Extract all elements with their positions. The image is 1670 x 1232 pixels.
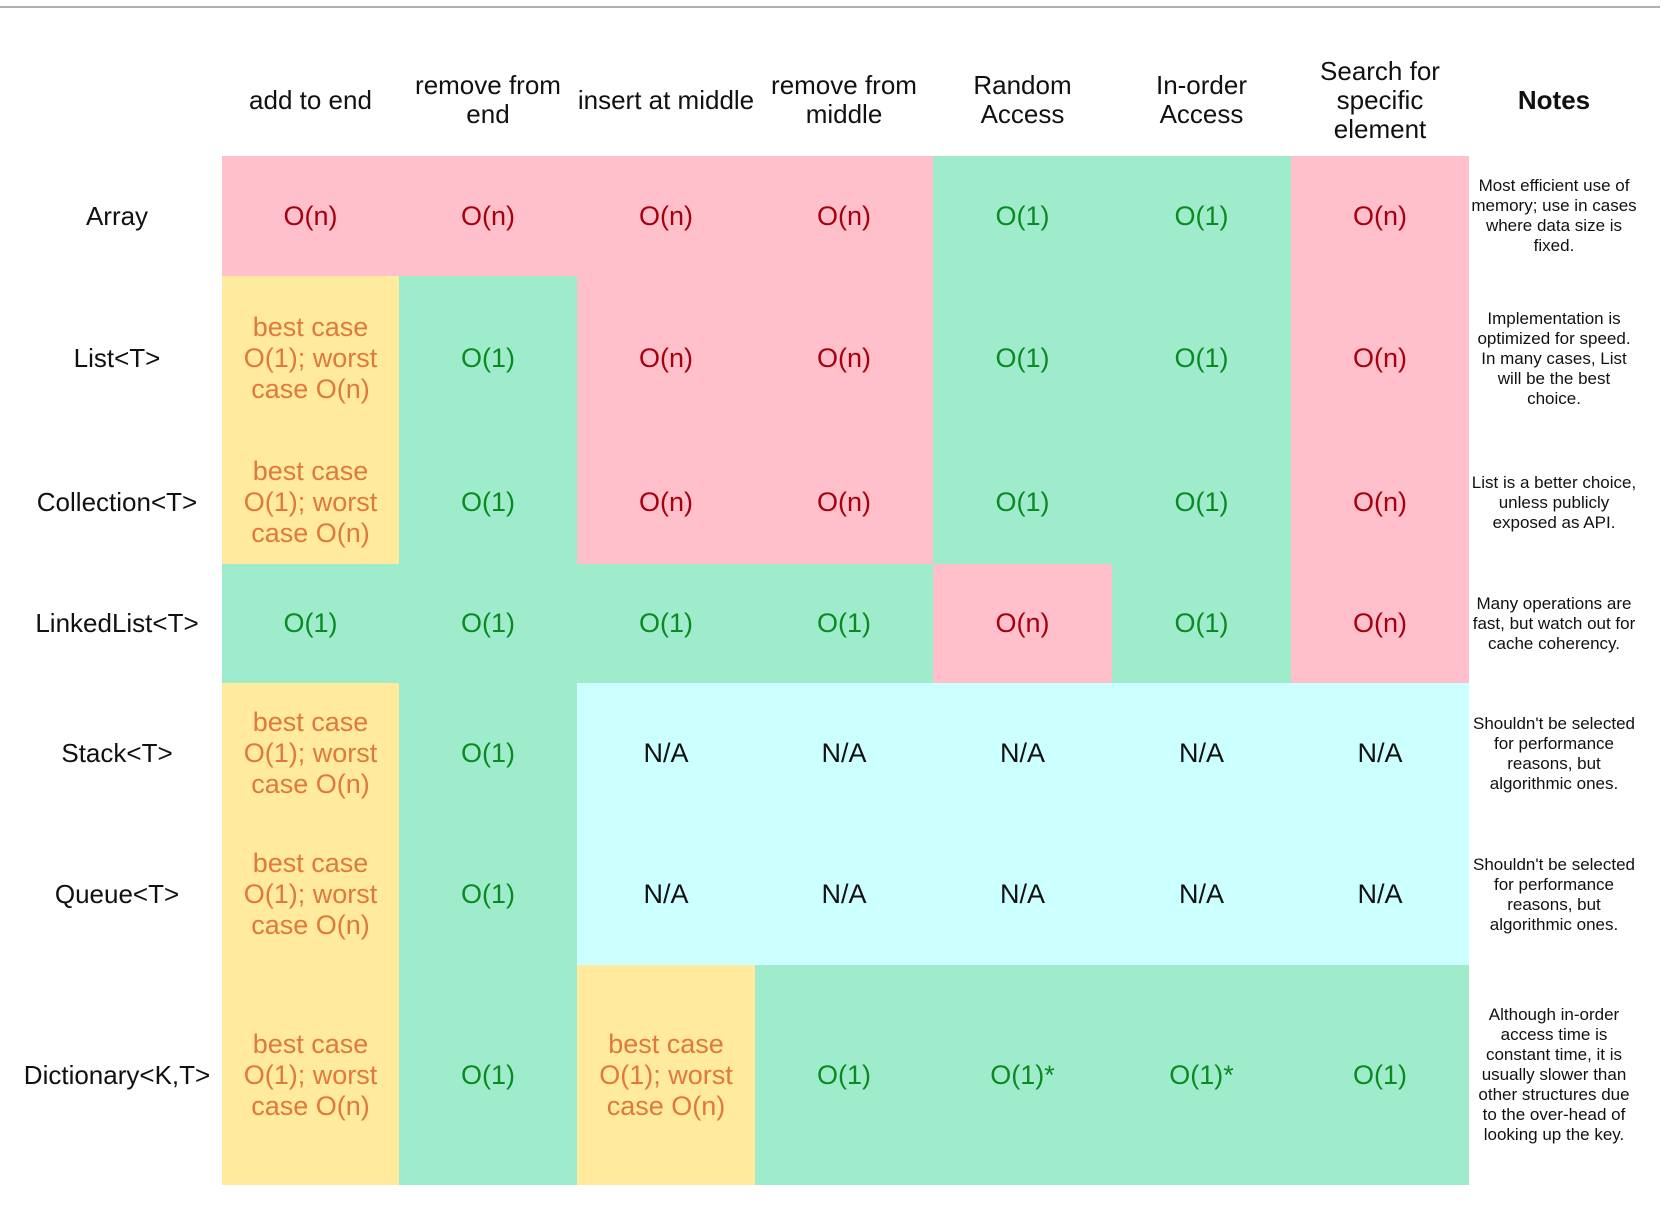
table-row: Stack<T> best case O(1); worst case O(n) O… xyxy=(12,683,1639,824)
cell-insert-at-middle: best case O(1); worst case O(n) xyxy=(577,965,755,1185)
cell-remove-from-middle: O(1) xyxy=(755,965,933,1185)
col-header-remove-from-middle: remove from middle xyxy=(771,70,917,129)
cell-insert-at-middle: O(1) xyxy=(577,564,755,683)
col-header-add-to-end: add to end xyxy=(249,84,372,115)
row-header: List<T> xyxy=(12,276,222,441)
cell-add-to-end: best case O(1); worst case O(n) xyxy=(222,276,399,441)
cell-insert-at-middle: N/A xyxy=(577,824,755,965)
cell-in-order-access: O(1) xyxy=(1112,441,1291,564)
cell-insert-at-middle: O(n) xyxy=(577,441,755,564)
header-row: add to end remove from end insert at mid… xyxy=(12,44,1639,156)
cell-remove-from-middle: O(1) xyxy=(755,564,933,683)
cell-in-order-access: O(1) xyxy=(1112,156,1291,276)
col-header-in-order-access: In-order Access xyxy=(1155,70,1248,129)
cell-remove-from-end: O(1) xyxy=(399,683,577,824)
cell-in-order-access: N/A xyxy=(1112,824,1291,965)
row-note: List is a better choice, unless publicly… xyxy=(1469,441,1639,564)
row-header: Array xyxy=(12,156,222,276)
cell-remove-from-end: O(n) xyxy=(399,156,577,276)
cell-random-access: N/A xyxy=(933,683,1112,824)
row-header: Dictionary<K,T> xyxy=(12,965,222,1185)
col-header-search: Search for specific element xyxy=(1320,55,1440,144)
cell-in-order-access: O(1) xyxy=(1112,564,1291,683)
table-row: Collection<T> best case O(1); worst case … xyxy=(12,441,1639,564)
cell-random-access: O(1) xyxy=(933,276,1112,441)
cell-insert-at-middle: O(n) xyxy=(577,276,755,441)
cell-search: O(1) xyxy=(1291,965,1469,1185)
col-header-random-access: Random Access xyxy=(973,70,1072,129)
cell-remove-from-middle: O(n) xyxy=(755,156,933,276)
row-header: Queue<T> xyxy=(12,824,222,965)
cell-add-to-end: best case O(1); worst case O(n) xyxy=(222,441,399,564)
cell-add-to-end: best case O(1); worst case O(n) xyxy=(222,965,399,1185)
cell-random-access: O(1) xyxy=(933,156,1112,276)
table-row: Array O(n) O(n) O(n) O(n) O(1) O(1) O(n) Most ef… xyxy=(12,156,1639,276)
cell-random-access: O(1) xyxy=(933,441,1112,564)
cell-search: O(n) xyxy=(1291,441,1469,564)
cell-insert-at-middle: O(n) xyxy=(577,156,755,276)
cell-search: O(n) xyxy=(1291,276,1469,441)
cell-remove-from-end: O(1) xyxy=(399,276,577,441)
cell-random-access: O(1)* xyxy=(933,965,1112,1185)
cell-remove-from-middle: N/A xyxy=(755,824,933,965)
cell-remove-from-end: O(1) xyxy=(399,441,577,564)
cell-in-order-access: O(1) xyxy=(1112,276,1291,441)
cell-random-access: N/A xyxy=(933,824,1112,965)
table-row: List<T> best case O(1); worst case O(n) O(… xyxy=(12,276,1639,441)
cell-remove-from-end: O(1) xyxy=(399,965,577,1185)
cell-remove-from-end: O(1) xyxy=(399,564,577,683)
row-note: Most efficient use of memory; use in cas… xyxy=(1469,156,1639,276)
row-note: Implementation is optimized for speed. I… xyxy=(1469,276,1639,441)
cell-random-access: O(n) xyxy=(933,564,1112,683)
cell-search: N/A xyxy=(1291,824,1469,965)
row-note: Shouldn't be selected for performance re… xyxy=(1469,683,1639,824)
cell-remove-from-middle: N/A xyxy=(755,683,933,824)
table-row: LinkedList<T> O(1) O(1) O(1) O(1) O(n) O(1) O(n… xyxy=(12,564,1639,683)
col-header-notes: Notes xyxy=(1517,84,1591,115)
cell-add-to-end: O(1) xyxy=(222,564,399,683)
cell-add-to-end: best case O(1); worst case O(n) xyxy=(222,683,399,824)
complexity-table: add to end remove from end insert at mid… xyxy=(12,44,1639,1185)
cell-in-order-access: N/A xyxy=(1112,683,1291,824)
table-row: Queue<T> best case O(1); worst case O(n) O… xyxy=(12,824,1639,965)
row-note: Although in-order access time is constan… xyxy=(1469,965,1639,1185)
cell-remove-from-end: O(1) xyxy=(399,824,577,965)
cell-search: N/A xyxy=(1291,683,1469,824)
cell-add-to-end: O(n) xyxy=(222,156,399,276)
cell-remove-from-middle: O(n) xyxy=(755,441,933,564)
table-row: Dictionary<K,T> best case O(1); worst cas… xyxy=(12,965,1639,1185)
cell-in-order-access: O(1)* xyxy=(1112,965,1291,1185)
cell-remove-from-middle: O(n) xyxy=(755,276,933,441)
row-header: Collection<T> xyxy=(12,441,222,564)
row-header: Stack<T> xyxy=(12,683,222,824)
row-header: LinkedList<T> xyxy=(12,564,222,683)
row-note: Many operations are fast, but watch out … xyxy=(1469,564,1639,683)
col-header-insert-at-middle: insert at middle xyxy=(577,84,755,115)
cell-search: O(n) xyxy=(1291,156,1469,276)
cell-insert-at-middle: N/A xyxy=(577,683,755,824)
col-header-remove-from-end: remove from end xyxy=(415,70,561,129)
corner-cell xyxy=(12,44,222,156)
cell-search: O(n) xyxy=(1291,564,1469,683)
top-divider xyxy=(0,6,1660,8)
row-note: Shouldn't be selected for performance re… xyxy=(1469,824,1639,965)
cell-add-to-end: best case O(1); worst case O(n) xyxy=(222,824,399,965)
